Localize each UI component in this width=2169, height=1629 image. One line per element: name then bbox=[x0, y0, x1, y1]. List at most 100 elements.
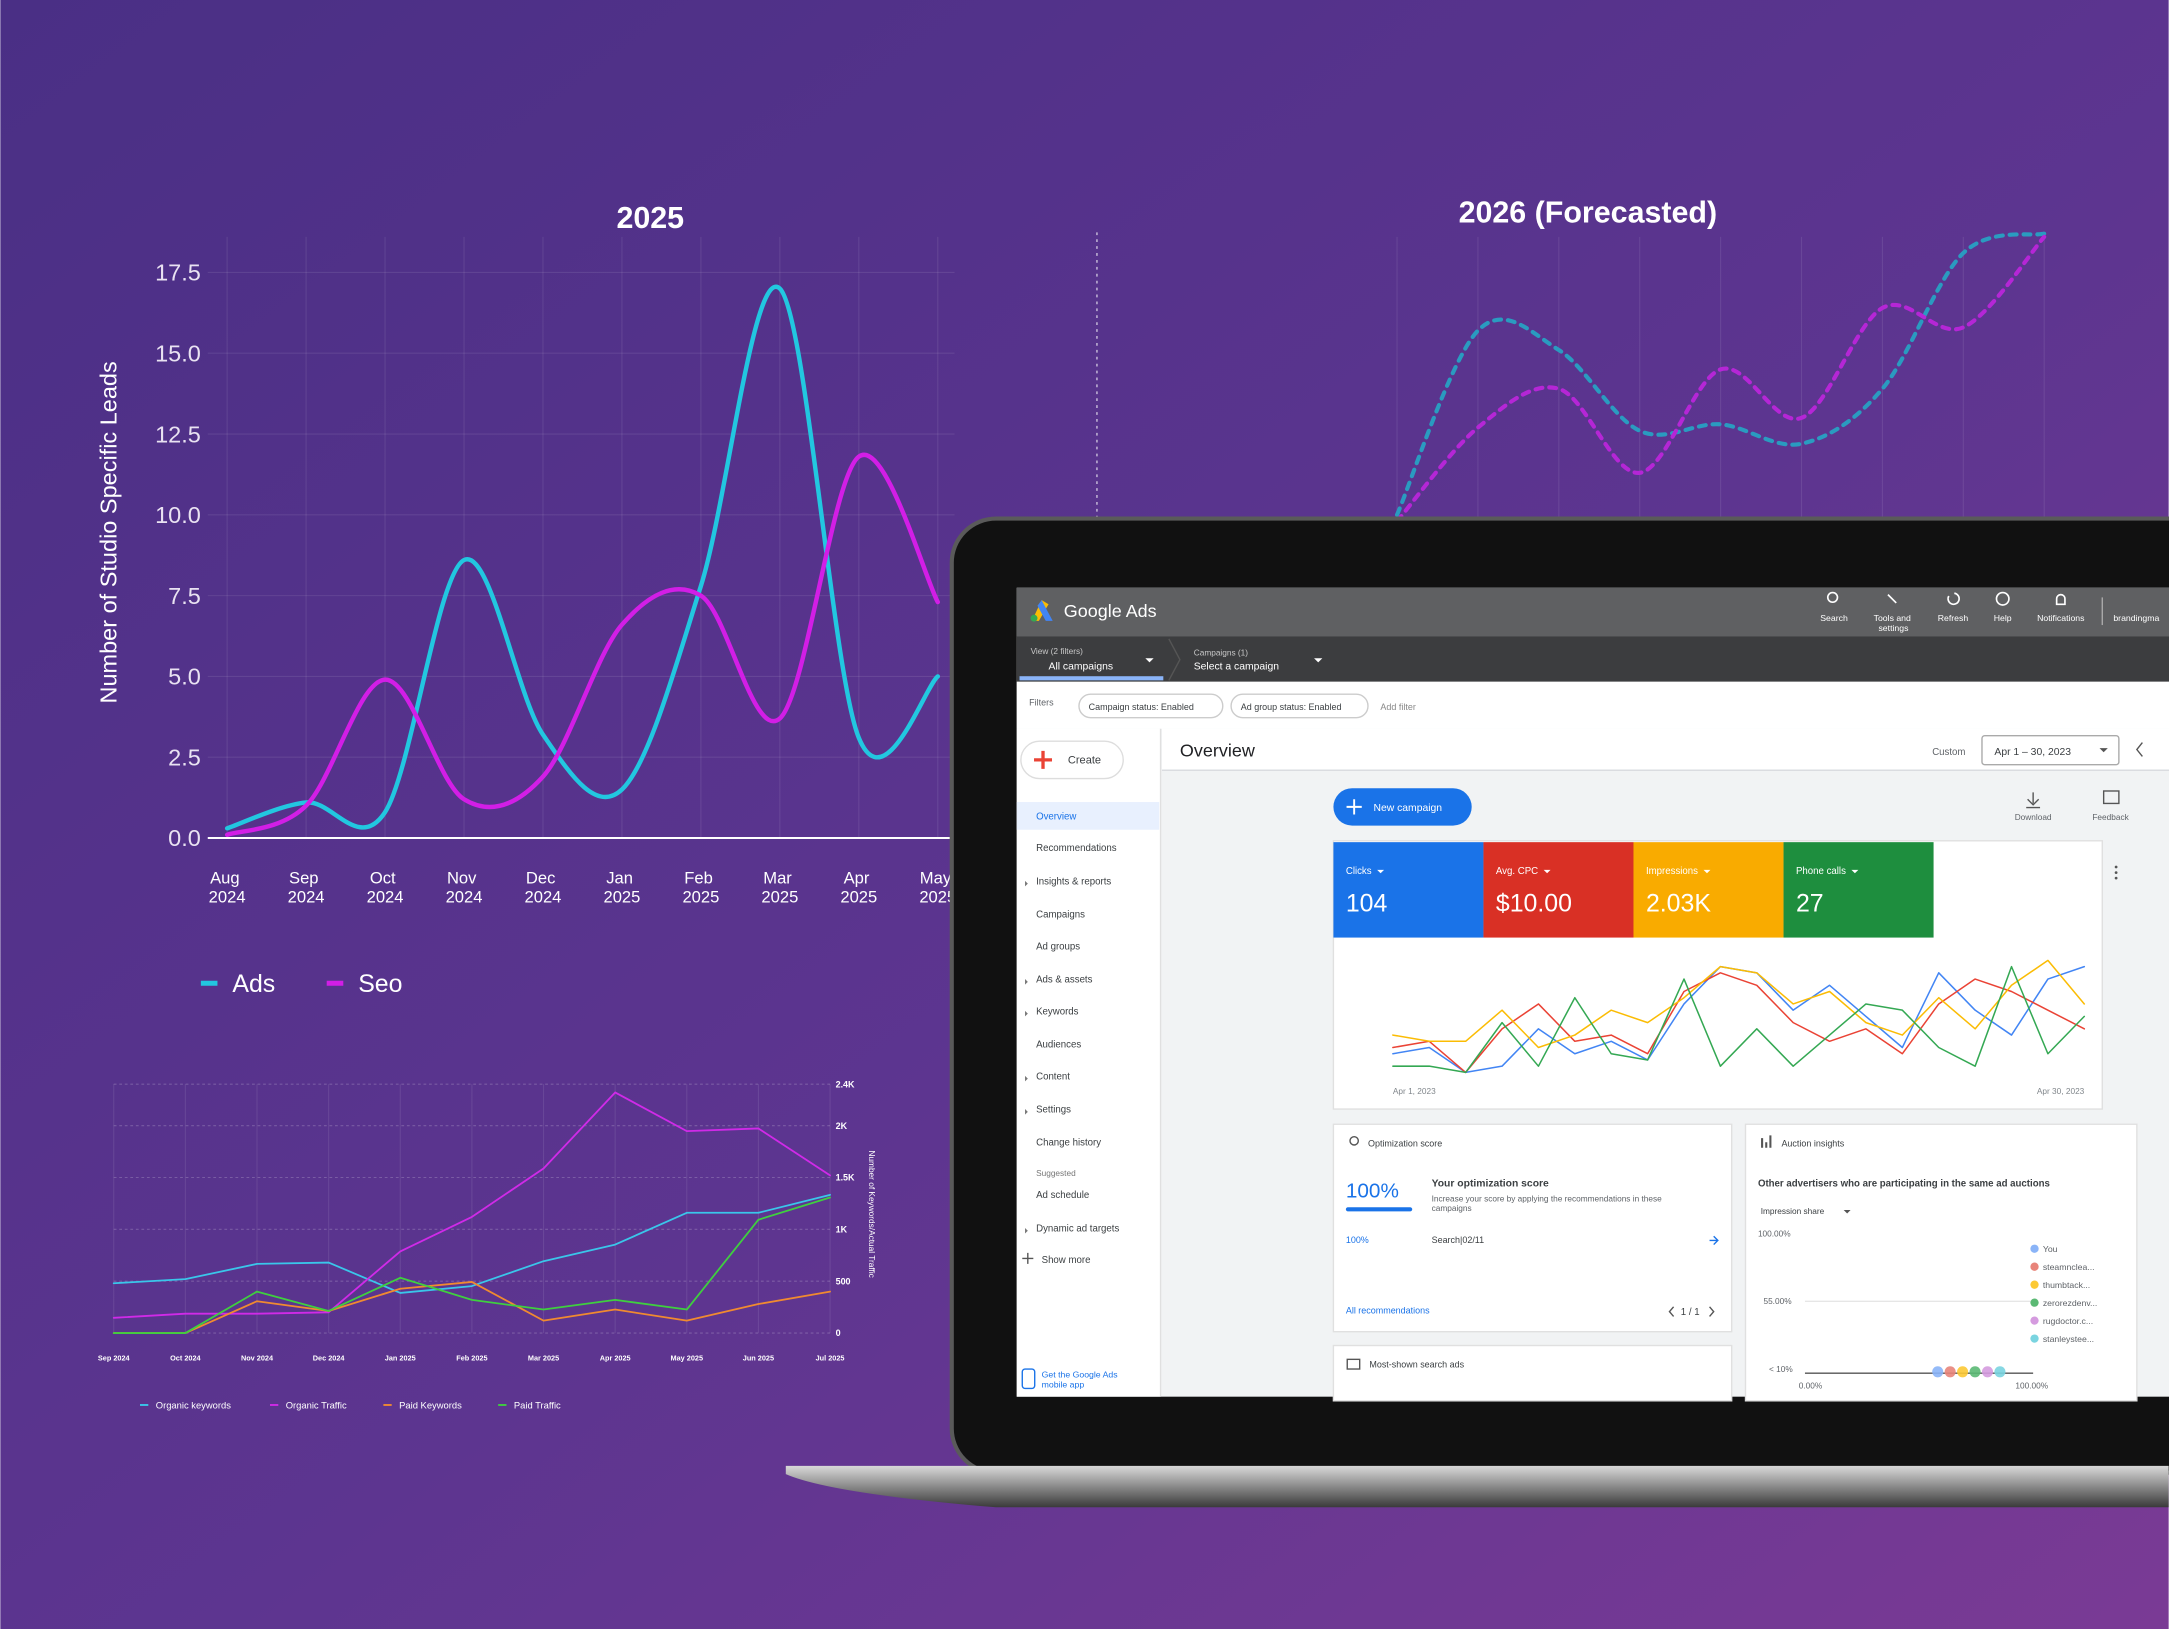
date-picker[interactable] bbox=[1981, 734, 2120, 766]
arrow bbox=[1709, 1235, 1719, 1246]
download-label[interactable]: Download bbox=[2015, 812, 2052, 822]
legend-label: Organic keywords bbox=[156, 1399, 231, 1410]
prev[interactable] bbox=[2135, 742, 2143, 757]
top-icon-label: Refresh bbox=[1938, 613, 1969, 623]
icon bbox=[1887, 594, 1897, 604]
nav-selected bbox=[1016, 802, 1160, 830]
metric-tile[interactable] bbox=[1783, 842, 1934, 938]
nav-item[interactable]: Campaigns bbox=[1036, 910, 1085, 921]
nav-item: Suggested bbox=[1036, 1168, 1076, 1178]
auction-y-label: 100.00% bbox=[1758, 1228, 1791, 1238]
auction-card bbox=[1744, 1123, 2138, 1402]
top-bar bbox=[1016, 587, 2169, 637]
chip[interactable] bbox=[1230, 693, 1369, 719]
legend-dot bbox=[2030, 1334, 2039, 1343]
card-title: Auction insights bbox=[1781, 1138, 1844, 1148]
chip[interactable] bbox=[1078, 693, 1224, 719]
score: 100% bbox=[1346, 1180, 1399, 1203]
icon bbox=[1349, 1136, 1359, 1146]
nav-item[interactable]: Insights & reports bbox=[1036, 876, 1111, 887]
nav-item[interactable]: Ad schedule bbox=[1036, 1190, 1089, 1201]
metric-value: $10.00 bbox=[1496, 889, 1572, 917]
laptop-base bbox=[785, 1465, 2169, 1508]
new-campaign-button[interactable] bbox=[1333, 788, 1472, 826]
legend-dot bbox=[2030, 1298, 2039, 1307]
view-value[interactable]: All campaigns bbox=[1049, 661, 1113, 672]
y-tick-label: 7.5 bbox=[168, 583, 201, 609]
chevron bbox=[1377, 869, 1385, 874]
nav-item[interactable]: Settings bbox=[1036, 1105, 1071, 1116]
metric-label: Avg. CPC bbox=[1496, 866, 1538, 877]
icon bbox=[1826, 591, 1839, 604]
x-tick-label: Sep 2024 bbox=[98, 1354, 131, 1363]
create-button[interactable] bbox=[1020, 740, 1124, 780]
icon bbox=[1346, 1358, 1361, 1370]
series-line bbox=[1392, 972, 2086, 1074]
sidebar bbox=[1016, 728, 1161, 1397]
legend-dot bbox=[2030, 1280, 2039, 1289]
chevron bbox=[1543, 869, 1551, 874]
mobile-app-link[interactable]: Get the Google Ads mobile app bbox=[1042, 1369, 1120, 1389]
nav-caret bbox=[1025, 1010, 1028, 1017]
icon bbox=[1761, 1135, 1772, 1148]
ads-card bbox=[1332, 1344, 1733, 1402]
card-title: Optimization score bbox=[1368, 1138, 1442, 1148]
x-tick-label: Mar 2025 bbox=[761, 869, 798, 907]
score-heading: Your optimization score bbox=[1432, 1178, 1549, 1189]
y-tick-label: 1.5K bbox=[836, 1173, 855, 1183]
pager-arrows[interactable] bbox=[1668, 1306, 1715, 1317]
auction-y-label: < 10% bbox=[1769, 1364, 1793, 1374]
y-axis-label: Number of Studio Specific Leads bbox=[96, 361, 122, 703]
plus bbox=[1034, 750, 1053, 769]
nav-item[interactable]: Change history bbox=[1036, 1138, 1101, 1149]
create-label: Create bbox=[1068, 754, 1101, 766]
legend-dot bbox=[2030, 1244, 2039, 1253]
nav-item[interactable]: Recommendations bbox=[1036, 843, 1117, 854]
x-tick-label: Nov 2024 bbox=[241, 1354, 274, 1363]
x-tick-label: Jun 2025 bbox=[743, 1354, 774, 1363]
auction-y-label: 55.00% bbox=[1763, 1296, 1792, 1306]
x-tick-label: Jan 2025 bbox=[603, 869, 640, 907]
all-recommendations[interactable]: All recommendations bbox=[1346, 1306, 1430, 1316]
nav-caret bbox=[1025, 1109, 1028, 1115]
x-tick-label: May 2025 bbox=[671, 1354, 704, 1363]
metric-label: Clicks bbox=[1346, 866, 1372, 877]
nav-item[interactable]: Ads & assets bbox=[1036, 975, 1093, 986]
date-mode: Custom bbox=[1932, 747, 1965, 758]
google-ads-ui: Google Ads Search Tools and settings Ref… bbox=[1016, 587, 2169, 1402]
nav-item[interactable]: Overview bbox=[1036, 811, 1076, 822]
auction-subtitle: Other advertisers who are participating … bbox=[1758, 1178, 2050, 1189]
nav-item[interactable]: Dynamic ad targets bbox=[1036, 1223, 1119, 1234]
nav-item[interactable]: Ad groups bbox=[1036, 941, 1080, 952]
nav-item[interactable]: Audiences bbox=[1036, 1040, 1081, 1051]
score-description: Increase your score by applying the reco… bbox=[1432, 1194, 1664, 1214]
auction-dot bbox=[1932, 1366, 1944, 1378]
metric-tile[interactable] bbox=[1483, 842, 1634, 938]
metric-tile[interactable] bbox=[1333, 842, 1484, 938]
nav-item[interactable]: Keywords bbox=[1036, 1006, 1079, 1017]
series-line bbox=[224, 452, 940, 837]
x-tick-label: Oct 2024 bbox=[170, 1354, 201, 1363]
pager: 1 / 1 bbox=[1681, 1307, 1700, 1318]
campaign-value[interactable]: Select a campaign bbox=[1194, 661, 1279, 672]
metric-tile[interactable] bbox=[1633, 842, 1784, 938]
auction-x-label: 100.00% bbox=[2015, 1380, 2048, 1390]
metric-value: 104 bbox=[1346, 889, 1388, 917]
card-title: Most-shown search ads bbox=[1369, 1360, 1464, 1370]
page-title: Overview bbox=[1180, 740, 1256, 760]
y-tick-label: 0.0 bbox=[168, 825, 201, 851]
metric-value: 27 bbox=[1796, 889, 1824, 917]
legend-label: Paid Traffic bbox=[514, 1399, 561, 1410]
breadcrumb-sep bbox=[1168, 638, 1181, 681]
nav-bar bbox=[1016, 636, 2169, 682]
feedback-label[interactable]: Feedback bbox=[2092, 812, 2129, 822]
auction-metric[interactable]: Impression share bbox=[1761, 1206, 1825, 1216]
add-filter[interactable]: Add filter bbox=[1380, 702, 1415, 712]
legend-label: Paid Keywords bbox=[399, 1399, 462, 1410]
download-icon bbox=[2026, 792, 2041, 809]
nav-item[interactable]: Show more bbox=[1042, 1255, 1091, 1266]
nav-item[interactable]: Content bbox=[1036, 1071, 1070, 1082]
selected-tab bbox=[1019, 676, 1164, 681]
y-tick-label: 15.0 bbox=[155, 340, 201, 366]
y-tick-label: 5.0 bbox=[168, 664, 201, 690]
